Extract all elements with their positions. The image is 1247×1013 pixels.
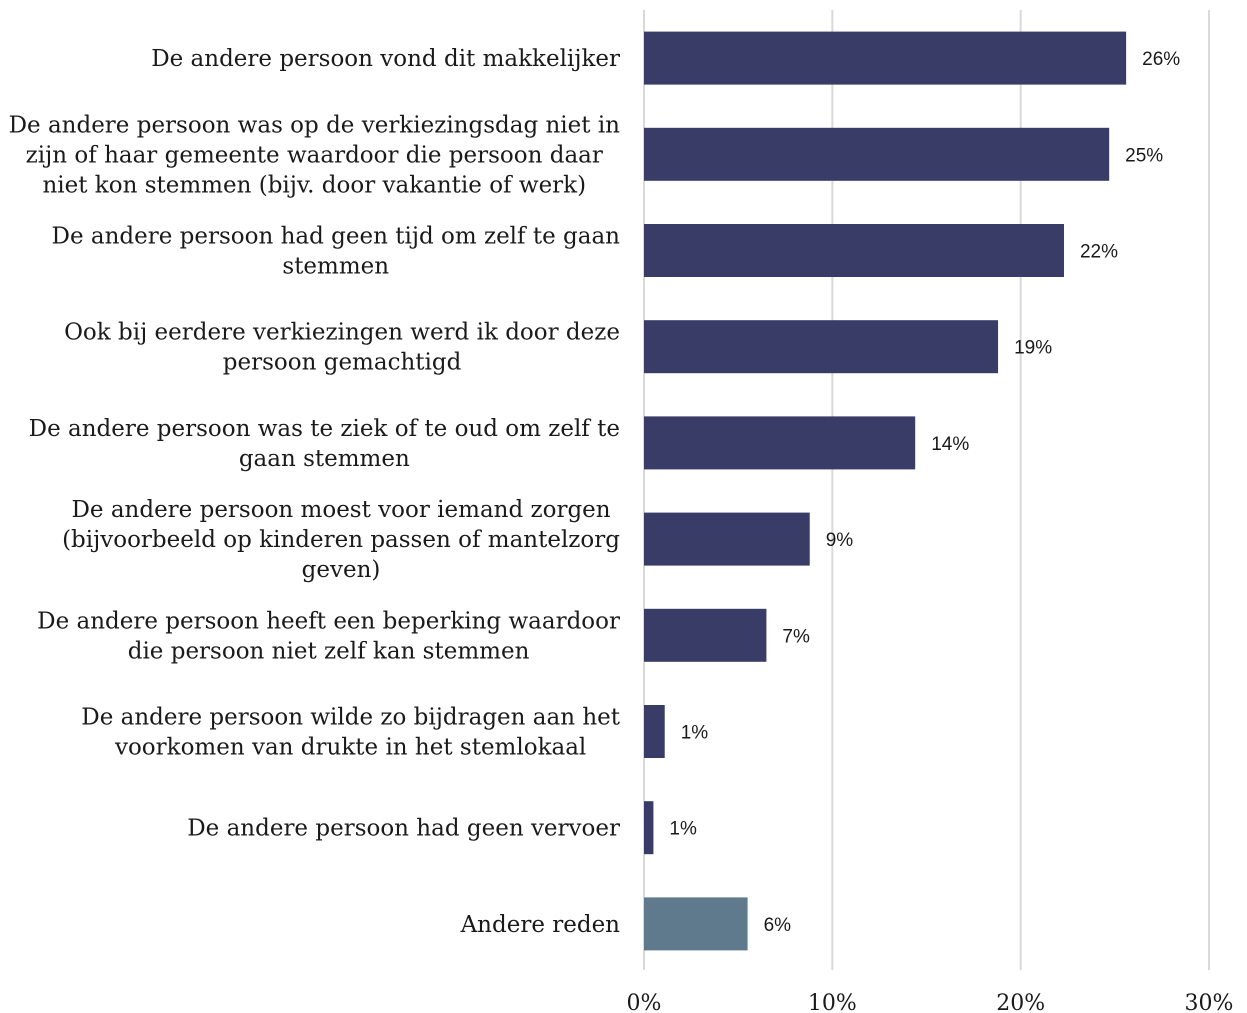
category-label: Andere reden: [460, 912, 621, 938]
x-tick-label: 0%: [627, 991, 662, 1013]
category-label: Ook bij eerdere verkiezingen werd ik doo…: [64, 320, 620, 376]
data-label: 26%: [1142, 49, 1180, 70]
category-label: De andere persoon had geen vervoer: [187, 816, 620, 842]
bars: [644, 31, 1127, 951]
bar: [644, 512, 810, 566]
data-label: 7%: [782, 626, 810, 647]
value-labels: 26% 25% 22% 19% 14% 9% 7% 1% 1% 6%: [669, 49, 1180, 936]
bar: [644, 416, 916, 470]
category-label: De andere persoon heeft een beperking wa…: [37, 608, 620, 664]
data-label: 14%: [931, 434, 969, 455]
data-label: 25%: [1125, 145, 1163, 166]
x-tick-label: 20%: [996, 991, 1045, 1013]
category-label: De andere persoon had geen tijd om zelf …: [52, 224, 621, 280]
data-label: 6%: [764, 915, 792, 936]
category-label: De andere persoon was te ziek of te oud …: [29, 416, 620, 472]
bar: [644, 801, 654, 855]
x-tick-label: 30%: [1185, 991, 1234, 1013]
bar: [644, 897, 748, 951]
bar: [644, 224, 1064, 277]
category-label: De andere persoon moest voor iemand zorg…: [62, 497, 620, 583]
category-label: De andere persoon vond dit makkelijker: [151, 46, 620, 72]
category-label: De andere persoon was op de verkiezingsd…: [9, 112, 621, 198]
category-labels: De andere persoon vond dit makkelijker De…: [9, 46, 621, 938]
data-label: 1%: [669, 819, 697, 840]
x-tick-label: 10%: [808, 991, 857, 1013]
bar: [644, 127, 1110, 181]
bar: [644, 608, 767, 662]
data-label: 19%: [1014, 338, 1052, 359]
data-label: 9%: [826, 530, 854, 551]
bar: [644, 705, 665, 758]
bar: [644, 31, 1127, 85]
bar: [644, 320, 999, 374]
category-label: De andere persoon wilde zo bijdragen aan…: [81, 705, 620, 761]
data-label: 1%: [681, 723, 709, 744]
data-label: 22%: [1080, 242, 1118, 263]
x-axis-ticks: 0% 10% 20% 30%: [627, 991, 1234, 1013]
